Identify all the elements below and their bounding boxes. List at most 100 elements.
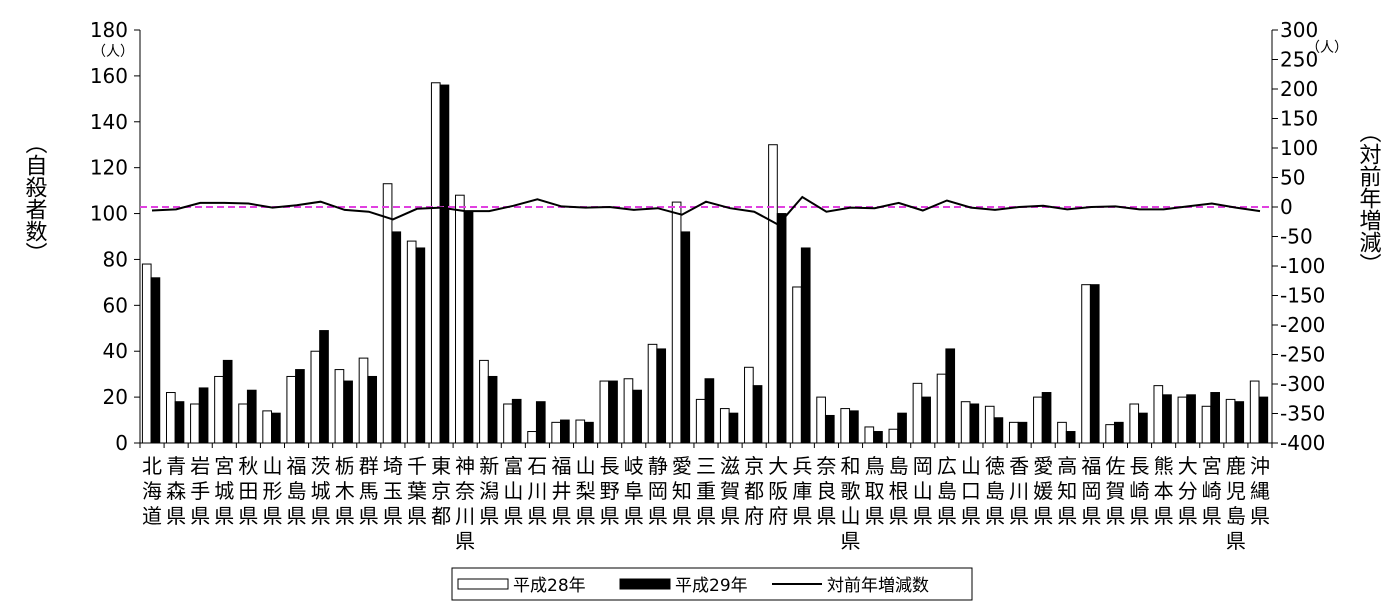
x-category-label: 高 — [1057, 454, 1077, 478]
x-category-label: 岡 — [1081, 479, 1101, 503]
bar-h29 — [535, 401, 546, 444]
bar-h28 — [1105, 424, 1115, 444]
bar-h28 — [382, 183, 393, 444]
bar-h29 — [463, 210, 474, 444]
y-tick-label: 60 — [103, 293, 128, 317]
bar-h28 — [165, 392, 176, 444]
bar-h29 — [632, 389, 642, 444]
bar-h28 — [141, 263, 152, 444]
y-tick-label: 40 — [103, 339, 128, 363]
x-category-label: 県 — [1202, 504, 1222, 528]
bar-h28 — [1057, 421, 1067, 444]
bar-h29 — [367, 375, 378, 444]
x-category-label: 宮 — [1202, 454, 1222, 478]
x-category-label: 県 — [1105, 504, 1125, 528]
x-category-label: 県 — [1081, 504, 1101, 528]
bar-h29 — [728, 412, 739, 444]
x-category-label: 県 — [1130, 504, 1150, 528]
x-category-label: 手 — [190, 479, 210, 503]
bar-h28 — [1177, 396, 1188, 444]
x-category-label: 山 — [913, 479, 933, 503]
bar-h29 — [584, 421, 594, 444]
bar-h29 — [246, 389, 257, 444]
y-tick-label: 20 — [103, 385, 128, 409]
bar-h29 — [969, 403, 980, 444]
bar-h28 — [695, 398, 706, 444]
x-category-label: 大 — [1178, 454, 1198, 478]
x-category-label: 山 — [262, 454, 282, 478]
y2-tick-label: -100 — [1280, 254, 1325, 278]
x-category-label: 山 — [576, 454, 596, 478]
bar-h28 — [238, 403, 248, 444]
bar-h29 — [415, 247, 426, 444]
x-category-label: 県 — [262, 504, 282, 528]
x-category-label: 富 — [503, 454, 523, 478]
x-category-label: 京 — [431, 479, 451, 503]
x-category-label: 長 — [1130, 454, 1150, 478]
y2-tick-label: 300 — [1280, 18, 1318, 42]
x-category-label: 県 — [407, 504, 427, 528]
x-category-label: 大 — [768, 454, 788, 478]
x-category-label: 阪 — [768, 479, 788, 503]
x-category-label: 県 — [1226, 529, 1246, 553]
bar-h29 — [776, 213, 787, 444]
bar-h29 — [150, 277, 161, 444]
x-category-label: 玉 — [383, 479, 403, 503]
bar-h29 — [439, 84, 450, 444]
x-category-label: 都 — [744, 479, 764, 503]
bar-h29 — [993, 417, 1004, 444]
x-category-label: 形 — [262, 479, 282, 503]
x-category-label: 島 — [985, 479, 1005, 503]
x-category-label: 県 — [479, 504, 499, 528]
x-category-label: 県 — [1033, 504, 1053, 528]
y-axis-title: （自殺者数） — [22, 132, 48, 264]
x-category-label: 県 — [792, 504, 812, 528]
x-category-label: 川 — [527, 479, 547, 503]
x-category-label: 長 — [600, 454, 620, 478]
x-category-label: 京 — [744, 454, 764, 478]
bar-h29 — [1162, 394, 1172, 444]
x-category-label: 県 — [696, 504, 716, 528]
x-category-label: 海 — [142, 479, 162, 503]
bar-h28 — [455, 194, 465, 444]
x-category-label: 兵 — [792, 454, 812, 478]
x-category-label: 本 — [1154, 479, 1174, 503]
x-category-label: 島 — [1226, 504, 1246, 528]
x-category-label: 歌 — [841, 479, 861, 503]
bar-h29 — [608, 380, 618, 444]
x-category-label: 鳥 — [865, 454, 885, 478]
bar-h28 — [262, 410, 273, 444]
diff-line — [151, 195, 1261, 226]
legend-swatch-h29 — [619, 578, 671, 590]
x-category-label: 青 — [166, 454, 186, 478]
x-category-label: 徳 — [985, 454, 1005, 478]
y2-tick-label: 200 — [1280, 77, 1318, 101]
x-category-label: 愛 — [1033, 454, 1053, 478]
x-category-label: 県 — [190, 504, 210, 528]
x-category-label: 群 — [359, 454, 379, 478]
x-category-label: 県 — [1057, 504, 1077, 528]
bar-h29 — [656, 348, 667, 444]
y2-tick-label: -50 — [1280, 225, 1313, 249]
bar-h28 — [334, 369, 345, 444]
x-category-label: 県 — [214, 504, 234, 528]
x-category-label: 馬 — [359, 479, 379, 503]
x-category-label: 根 — [889, 479, 909, 503]
x-category-label: 井 — [551, 479, 571, 503]
x-category-label: 県 — [238, 504, 258, 528]
x-category-label: 奈 — [455, 479, 475, 503]
x-category-label: 島 — [889, 454, 909, 478]
x-category-label: 県 — [816, 504, 836, 528]
x-category-label: 福 — [551, 454, 571, 478]
x-category-label: 県 — [166, 504, 186, 528]
x-category-label: 知 — [1057, 479, 1077, 503]
x-category-label: 山 — [841, 504, 861, 528]
bar-h29 — [1258, 396, 1269, 444]
x-category-label: 県 — [576, 504, 596, 528]
x-category-label: 神 — [455, 454, 475, 478]
x-category-label: 県 — [913, 504, 933, 528]
x-category-label: 和 — [841, 454, 861, 478]
bar-h28 — [1225, 398, 1236, 444]
bar-h29 — [1065, 431, 1076, 444]
x-category-label: 県 — [455, 529, 475, 553]
